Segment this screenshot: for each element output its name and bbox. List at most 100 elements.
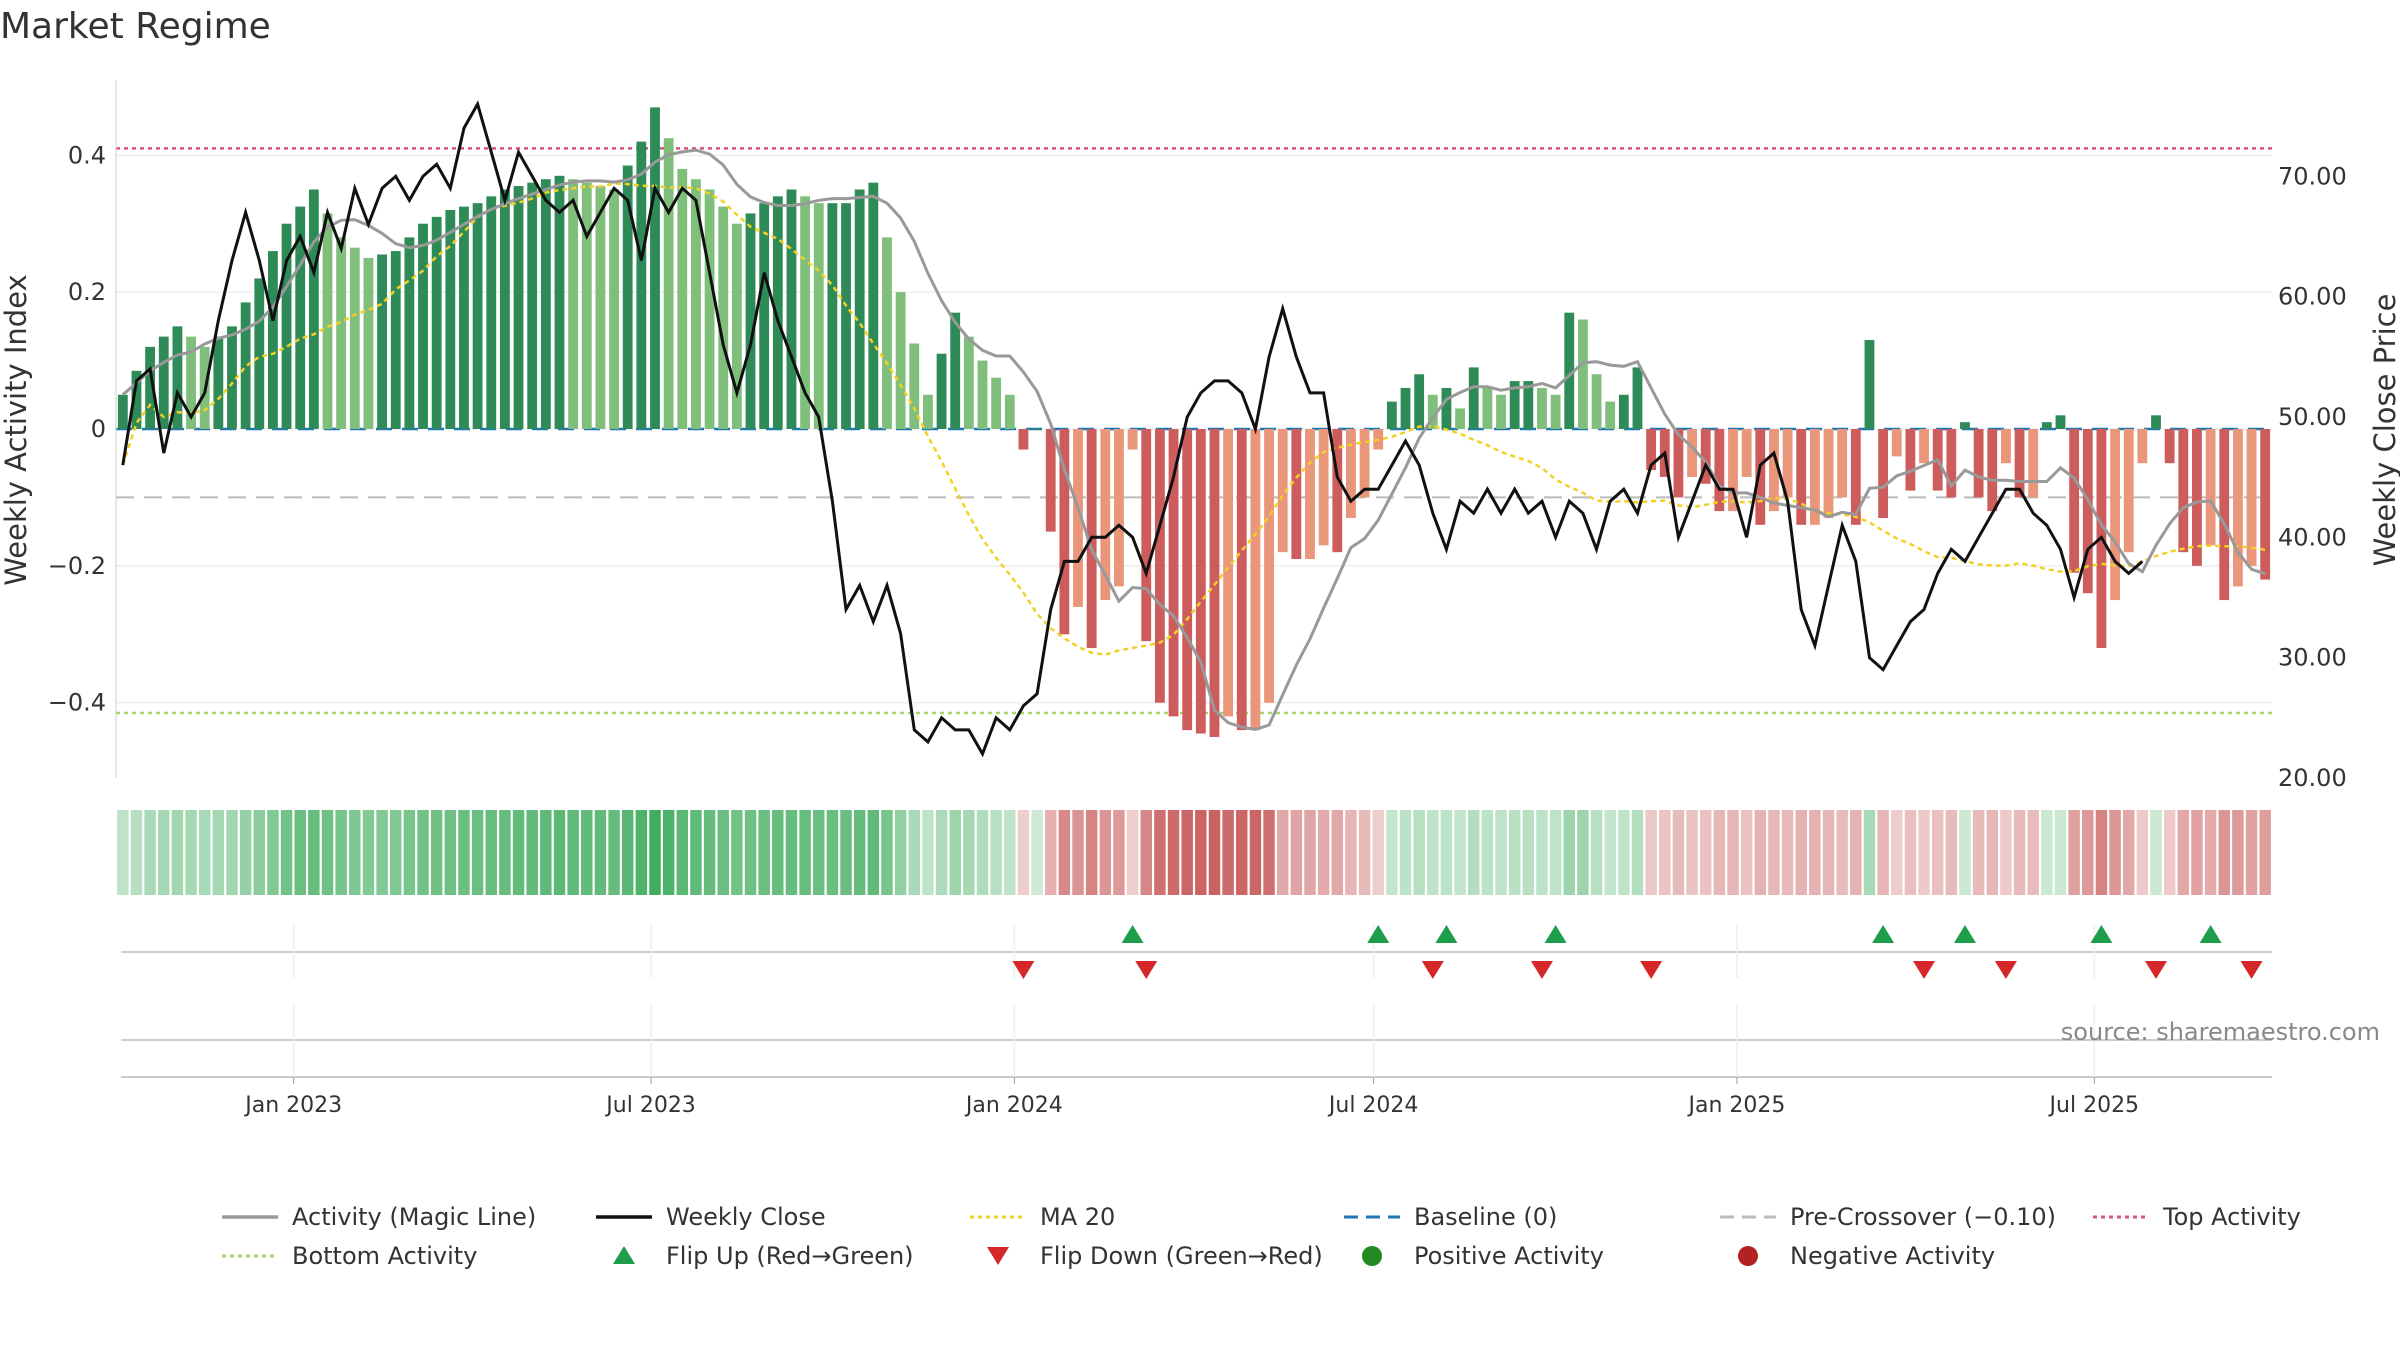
heat-cell [308, 810, 320, 895]
activity-bar [336, 237, 347, 429]
heat-cell [540, 810, 552, 895]
heat-cell [1577, 810, 1589, 895]
heat-cell [1931, 810, 1944, 895]
activity-bar [1919, 429, 1929, 464]
heat-cell [1072, 810, 1084, 895]
heat-cell [253, 810, 266, 895]
heat-cell [581, 810, 593, 895]
heat-cell [1836, 810, 1848, 895]
y-tick-left: −0.4 [48, 689, 106, 717]
activity-bar [186, 336, 196, 429]
heat-cell [1727, 810, 1739, 895]
activity-bar [854, 189, 865, 429]
activity-bar [1441, 387, 1452, 429]
heat-cell [1754, 810, 1767, 895]
heat-cell [458, 810, 470, 895]
heat-cell [1427, 810, 1439, 895]
heat-cell [772, 810, 784, 895]
flip-up-marker [1953, 925, 1976, 943]
activity-bar [827, 203, 838, 429]
activity-bar [254, 278, 265, 429]
heat-cell [2082, 810, 2094, 895]
activity-bar [2082, 429, 2093, 594]
heat-cell [2054, 810, 2067, 895]
heat-cell [362, 810, 375, 895]
activity-bar [1550, 394, 1561, 429]
heat-cell [1304, 810, 1316, 895]
heat-cell [444, 810, 457, 895]
heat-cell [499, 810, 511, 895]
heat-cell [676, 810, 689, 895]
heat-cell [1099, 810, 1112, 895]
heat-cell [758, 810, 770, 895]
heat-cell [935, 810, 948, 895]
activity-bar [377, 254, 388, 429]
flip-down-marker [1135, 961, 1158, 979]
heat-cell [922, 810, 934, 895]
heat-cell [1959, 810, 1971, 895]
flip-up-marker [1121, 925, 1144, 943]
activity-bar [2232, 429, 2243, 587]
heat-cell [799, 810, 811, 895]
heat-cell [608, 810, 620, 895]
y-tick-left: 0.2 [68, 278, 106, 306]
legend-label: Pre-Crossover (−0.10) [1790, 1203, 2056, 1231]
activity-bar [691, 179, 701, 429]
flip-up-marker [1367, 925, 1390, 943]
heat-cell [335, 810, 347, 895]
activity-bar [704, 189, 715, 429]
heat-cell [553, 810, 566, 895]
heat-cell [826, 810, 839, 895]
heat-cell [976, 810, 989, 895]
heat-cell [2245, 810, 2258, 895]
activity-bar [322, 213, 333, 429]
heat-cell [744, 810, 757, 895]
flip-up-marker [2090, 925, 2113, 943]
heat-cell [376, 810, 388, 895]
heat-cell [212, 810, 225, 895]
activity-bar [1114, 429, 1124, 587]
heat-cell [1972, 810, 1985, 895]
activity-bar [227, 326, 237, 429]
activity-bar [1482, 387, 1493, 429]
heat-cell [294, 810, 306, 895]
activity-bar [1414, 374, 1425, 429]
legend-swatch [987, 1247, 1009, 1265]
activity-bar [1537, 387, 1547, 429]
activity-bar [1032, 429, 1042, 430]
activity-bar [1386, 401, 1397, 429]
activity-bar [1045, 429, 1056, 532]
x-tick-label: Jul 2023 [604, 1093, 696, 1118]
activity-bar [718, 206, 729, 429]
activity-bar [895, 292, 906, 429]
heat-cell [130, 810, 143, 895]
flip-down-marker [1530, 961, 1553, 979]
activity-bar [991, 377, 1002, 429]
heat-cell [1549, 810, 1562, 895]
heat-cell [1877, 810, 1889, 895]
legend-label: Negative Activity [1790, 1242, 1995, 1270]
activity-bar [1182, 429, 1193, 731]
activity-bar [936, 353, 947, 429]
heat-cell [1004, 810, 1016, 895]
heat-cell [2136, 810, 2149, 895]
heat-cell [2259, 810, 2271, 895]
activity-bar [472, 203, 483, 429]
activity-bar [745, 213, 756, 429]
activity-bar [445, 210, 456, 429]
heat-cell [1113, 810, 1125, 895]
activity-bar [950, 312, 961, 429]
activity-bar [1346, 429, 1356, 518]
source-label: source: sharemaestro.com [2061, 1018, 2380, 1046]
heat-cell [1263, 810, 1275, 895]
heat-cell [1154, 810, 1166, 895]
activity-bar [1837, 429, 1848, 498]
heat-cell [894, 810, 907, 895]
heat-cell [594, 810, 607, 895]
heat-cell [1713, 810, 1726, 895]
x-tick-label: Jan 2025 [1686, 1093, 1785, 1118]
activity-bar [1250, 429, 1261, 731]
activity-bar [650, 107, 660, 429]
activity-bar [431, 216, 442, 429]
